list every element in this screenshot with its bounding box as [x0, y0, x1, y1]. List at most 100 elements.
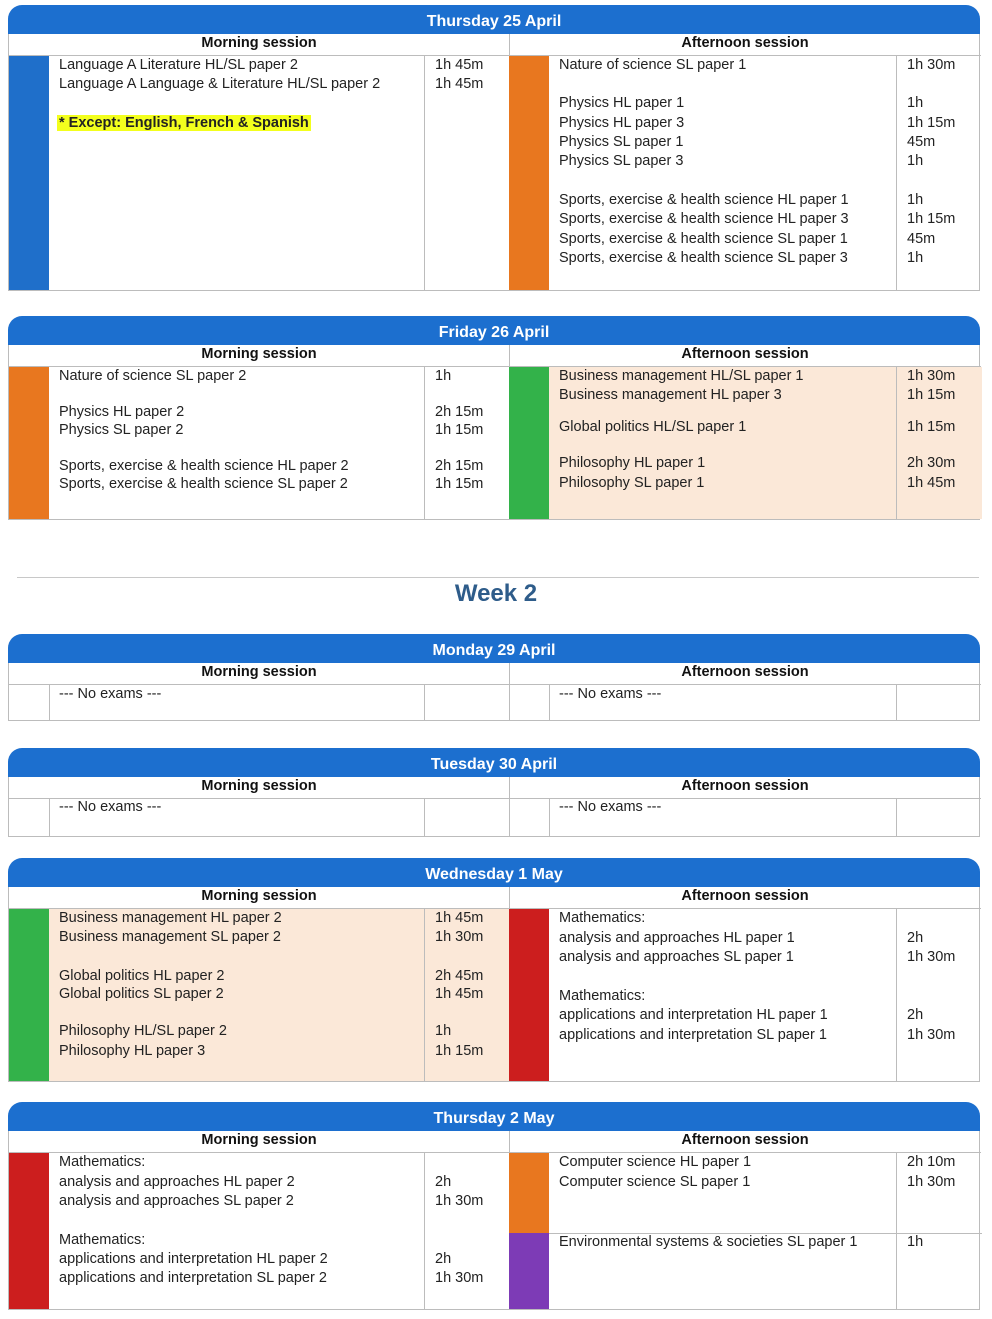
exam-duration: 1h 15m	[907, 419, 956, 435]
cell-divider	[49, 799, 50, 836]
afternoon-subjects: Mathematics: analysis and approaches HL …	[549, 909, 896, 1081]
exam-duration: 1h 30m	[435, 1193, 484, 1209]
morning-durations: 1h 45m 1h 45m	[424, 56, 510, 290]
exam-subject: Mathematics:	[59, 1154, 146, 1170]
afternoon-session-heading: Afternoon session	[509, 345, 981, 367]
exam-duration: 2h 30m	[907, 455, 956, 471]
exam-duration: 1h 30m	[907, 1174, 956, 1190]
exam-duration: 1h 15m	[907, 387, 956, 403]
morning-session-heading: Morning session	[9, 1131, 509, 1153]
exam-duration: 1h	[907, 192, 924, 208]
exam-subject: Physics HL paper 1	[559, 95, 685, 111]
exam-duration: 1h 15m	[435, 1043, 484, 1059]
morning-durations: 1h 2h 15m 1h 15m 2h 15m 1h 15m	[424, 367, 510, 519]
cell-divider	[549, 685, 550, 720]
day-tuesday-30-april: Tuesday 30 April Morning session Afterno…	[8, 748, 981, 837]
exam-subject: applications and interpretation HL paper…	[59, 1251, 328, 1267]
subject-color-bar	[509, 56, 549, 290]
afternoon-subjects: Business management HL/SL paper 1 Busine…	[549, 367, 896, 519]
subject-color-bar	[9, 367, 49, 519]
exam-subject: Business management HL paper 3	[559, 387, 782, 403]
no-exams-morning: --- No exams ---	[59, 686, 162, 702]
exam-duration: 2h	[435, 1174, 452, 1190]
exam-subject: Philosophy HL/SL paper 2	[59, 1023, 227, 1039]
exam-subject: Sports, exercise & health science HL pap…	[559, 211, 849, 227]
exam-subject: Computer science HL paper 1	[559, 1154, 752, 1170]
morning-session-heading: Morning session	[9, 887, 509, 909]
no-exams-morning: --- No exams ---	[59, 799, 162, 815]
exam-subject: Mathematics:	[59, 1232, 146, 1248]
exam-subject: analysis and approaches SL paper 1	[559, 949, 794, 965]
day-title: Thursday 2 May	[8, 1102, 980, 1131]
exam-subject: Nature of science SL paper 2	[59, 368, 247, 384]
exam-subject: Sports, exercise & health science SL pap…	[59, 476, 348, 492]
morning-session-heading: Morning session	[9, 777, 509, 799]
exam-duration: 1h 30m	[907, 368, 956, 384]
exam-duration: 1h 30m	[435, 929, 484, 945]
exam-duration: 1h	[435, 1023, 452, 1039]
exam-subject: Philosophy SL paper 1	[559, 475, 705, 491]
day-monday-29-april: Monday 29 April Morning session Afternoo…	[8, 634, 981, 721]
afternoon-subjects: Computer science HL paper 1 Computer sci…	[549, 1153, 896, 1309]
day-thursday-2-may: Thursday 2 May Morning session Afternoon…	[8, 1102, 982, 1310]
exam-duration: 1h 15m	[435, 476, 484, 492]
day-title: Monday 29 April	[8, 634, 980, 663]
morning-durations: 2h 1h 30m 2h 1h 30m	[424, 1153, 510, 1309]
exception-note-text: * Except: English, French & Spanish	[57, 115, 311, 131]
column-divider	[509, 777, 510, 836]
exam-subject: applications and interpretation HL paper…	[559, 1007, 828, 1023]
no-exams-afternoon: --- No exams ---	[559, 686, 662, 702]
exam-duration: 1h 45m	[435, 910, 484, 926]
exam-duration: 1h 45m	[435, 76, 484, 92]
exam-subject: analysis and approaches HL paper 2	[59, 1174, 295, 1190]
exam-subject: Philosophy HL paper 1	[559, 455, 706, 471]
afternoon-subjects: Nature of science SL paper 1 Physics HL …	[549, 56, 896, 290]
exam-duration: 1h 45m	[435, 986, 484, 1002]
day-thursday-25-april: Thursday 25 April Morning session Aftern…	[8, 5, 982, 291]
week-title: Week 2	[454, 580, 538, 607]
day-title: Thursday 25 April	[8, 5, 980, 34]
morning-session-heading: Morning session	[9, 34, 509, 56]
morning-subjects: Language A Literature HL/SL paper 2 Lang…	[49, 56, 424, 290]
afternoon-durations: 1h 30m 1h 1h 15m 45m 1h 1h 1h 15m 45m 1h	[896, 56, 982, 290]
morning-session-heading: Morning session	[9, 345, 509, 367]
subject-color-bar	[509, 1153, 549, 1233]
exam-duration: 45m	[907, 134, 936, 150]
exam-subject: Sports, exercise & health science SL pap…	[559, 231, 848, 247]
exam-subject: Language A Language & Literature HL/SL p…	[59, 76, 381, 92]
afternoon-session-heading: Afternoon session	[509, 887, 981, 909]
exam-subject: Business management HL paper 2	[59, 910, 282, 926]
exam-duration: 1h 15m	[907, 211, 956, 227]
exam-duration: 2h 15m	[435, 458, 484, 474]
exam-subject: Physics HL paper 2	[59, 404, 185, 420]
cell-divider	[896, 799, 897, 836]
subject-color-bar	[509, 1233, 549, 1309]
day-wednesday-1-may: Wednesday 1 May Morning session Afternoo…	[8, 858, 981, 1082]
subject-color-bar	[9, 56, 49, 290]
cell-divider	[549, 799, 550, 836]
exam-duration: 2h	[435, 1251, 452, 1267]
day-title: Friday 26 April	[8, 316, 980, 345]
exam-subject: Computer science SL paper 1	[559, 1174, 751, 1190]
exam-duration: 1h 45m	[435, 57, 484, 73]
exam-duration: 2h 10m	[907, 1154, 956, 1170]
exam-subject: Business management SL paper 2	[59, 929, 281, 945]
day-title: Wednesday 1 May	[8, 858, 980, 887]
afternoon-session-heading: Afternoon session	[509, 663, 981, 685]
exam-duration: 1h 45m	[907, 475, 956, 491]
exam-duration: 1h	[907, 153, 924, 169]
exam-subject: Physics SL paper 3	[559, 153, 684, 169]
week-divider	[17, 577, 979, 578]
morning-session-heading: Morning session	[9, 663, 509, 685]
subject-color-bar	[9, 1153, 49, 1309]
morning-subjects: Nature of science SL paper 2 Physics HL …	[49, 367, 424, 519]
exam-subject: Philosophy HL paper 3	[59, 1043, 206, 1059]
row-divider	[549, 1233, 896, 1234]
no-exams-afternoon: --- No exams ---	[559, 799, 662, 815]
exam-subject: analysis and approaches SL paper 2	[59, 1193, 294, 1209]
exam-duration: 2h 15m	[435, 404, 484, 420]
exam-subject: Global politics HL paper 2	[59, 968, 225, 984]
exam-duration: 1h	[907, 95, 924, 111]
afternoon-session-heading: Afternoon session	[509, 777, 981, 799]
exam-subject: Business management HL/SL paper 1	[559, 368, 804, 384]
